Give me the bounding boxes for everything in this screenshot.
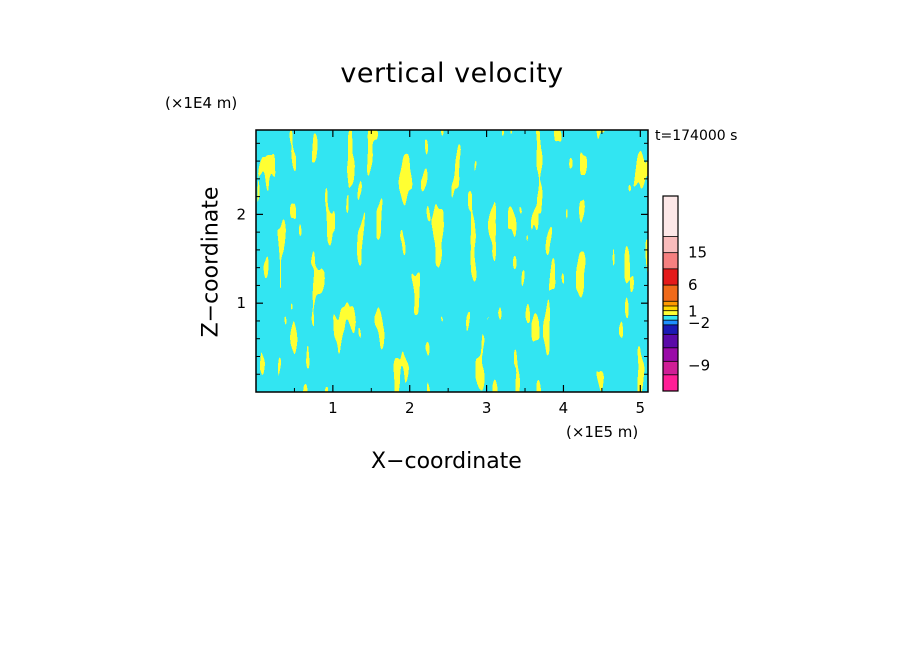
y-tick-label: 1 xyxy=(236,294,246,312)
colorbar-bin xyxy=(663,252,678,269)
colorbar-bin xyxy=(663,315,678,321)
colorbar-bin xyxy=(663,347,678,362)
y-tick-label: 2 xyxy=(236,205,246,223)
x-tick-label: 4 xyxy=(559,399,569,417)
colorbar-bin xyxy=(663,285,678,302)
colorbar-frame xyxy=(662,195,679,392)
colorbar-bin xyxy=(663,310,678,316)
colorbar-bin xyxy=(663,196,678,237)
colorbar-bin xyxy=(663,236,678,253)
x-axis-unit: (×1E5 m) xyxy=(566,423,639,441)
colorbar-bin xyxy=(663,374,678,391)
y-ticks: 12 xyxy=(236,142,648,375)
colorbar-bin xyxy=(663,334,678,348)
x-axis-title: X−coordinate xyxy=(371,449,522,474)
chart-title: vertical velocity xyxy=(340,58,564,89)
colorbar-label: −9 xyxy=(688,356,710,374)
velocity-field-fill xyxy=(256,130,648,392)
colorbar: 15 6 1−2 −9 xyxy=(662,195,710,392)
x-tick-label: 1 xyxy=(328,399,338,417)
colorbar-label: 1 xyxy=(688,303,698,321)
x-tick-label: 2 xyxy=(405,399,415,417)
colorbar-bin xyxy=(663,320,678,325)
x-tick-label: 5 xyxy=(636,399,646,417)
velocity-field xyxy=(256,130,648,392)
x-tick-label: 3 xyxy=(482,399,492,417)
colorbar-bin xyxy=(663,361,678,375)
colorbar-label: 15 xyxy=(688,244,707,262)
colorbar-bin xyxy=(663,305,678,311)
time-label: t=174000 s xyxy=(655,128,738,144)
plot-frame xyxy=(255,129,649,393)
colorbar-bin xyxy=(663,301,678,306)
colorbar-label: 6 xyxy=(688,276,698,294)
x-ticks: 1 2 3 4 5 xyxy=(293,130,646,417)
colorbar-bin xyxy=(663,268,678,286)
colorbar-bin xyxy=(663,324,678,335)
y-axis-unit: (×1E4 m) xyxy=(165,94,238,112)
colorbar-label: −2 xyxy=(688,314,710,332)
